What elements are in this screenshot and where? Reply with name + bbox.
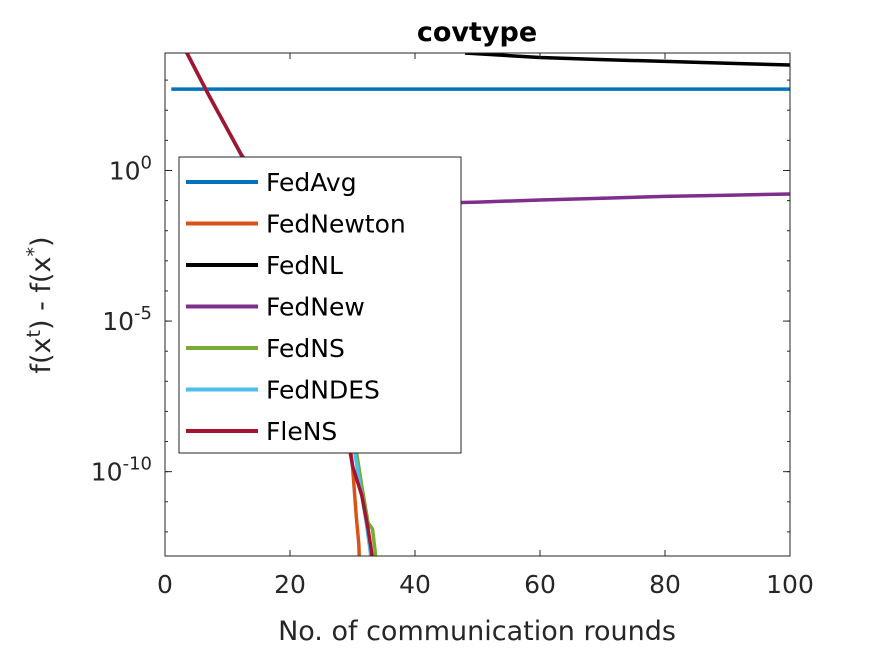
y-tick-label: 10-5 [102, 303, 152, 336]
series-line-fednl [464, 53, 790, 67]
legend-label-fedns: FedNS [266, 334, 345, 363]
axes-layer: 0 20 40 60 80 100 100 10-5 10-10 [91, 52, 814, 599]
x-tick-label: 80 [649, 570, 681, 599]
y-axis-label: f(xt) - f(x*) [23, 237, 57, 374]
legend-label-fednewton: FedNewton [266, 210, 406, 239]
legend-label-fednew: FedNew [266, 293, 365, 322]
legend: FedAvg FedNewton FedNL FedNew FedNS FedNDES Fl… [178, 156, 462, 454]
x-tick-label: 40 [399, 570, 431, 599]
x-tick-label: 20 [274, 570, 306, 599]
y-tick-label: 100 [109, 152, 152, 185]
y-tick-label: 10-10 [91, 454, 152, 487]
x-tick-label: 100 [766, 570, 814, 599]
x-axis-label: No. of communication rounds [278, 616, 676, 647]
axes-box [164, 52, 791, 557]
x-tick-label: 0 [157, 570, 173, 599]
legend-label-flens: FleNS [266, 417, 337, 446]
x-tick-label: 60 [524, 570, 556, 599]
legend-label-fednl: FedNL [266, 251, 343, 280]
legend-label-fedndes: FedNDES [266, 376, 380, 405]
chart-title: covtype [417, 17, 537, 48]
legend-label-fedavg: FedAvg [266, 168, 357, 197]
